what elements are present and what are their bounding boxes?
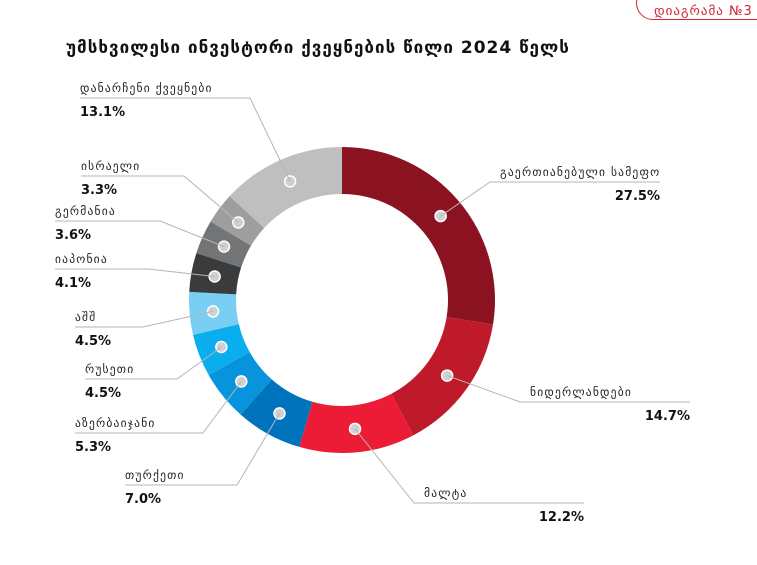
slice-2-value-label: 14.7% [645,409,690,424]
slice-3-name-label: მალტა [424,486,467,500]
slice-7-name-label: აშშ [75,310,96,324]
slice-10-name-label: ისრაელი [81,159,140,173]
slice-5-name-label: აზერბაიჯანი [75,416,156,430]
slice-6-leader-line [85,346,222,380]
slice-11-leader-line [80,97,291,182]
slice-3-value-label: 12.2% [539,510,584,525]
slice-11-arc [229,147,342,229]
slice-7-value-label: 4.5% [75,334,111,349]
slice-1-leader-line [440,181,660,217]
slice-8-name-label: იაპონია [55,252,108,266]
slice-4-name-label: თურქეთი [125,468,185,482]
slice-1-arc [342,147,495,325]
slice-6-name-label: რუსეთი [85,362,134,376]
chart-title: უმსხვილესი ინვესტორი ქვეყნების წილი 2024… [66,38,570,58]
slice-6-value-label: 4.5% [85,386,121,401]
slice-4-leader-line [125,413,280,486]
slice-5-leader-line [75,381,242,434]
slice-11-name-label: დანარჩენი ქვეყნები [80,81,213,95]
slice-8-value-label: 4.1% [55,276,91,291]
slice-10-value-label: 3.3% [81,183,117,198]
slice-2-name-label: ნიდერლანდები [530,385,632,399]
slice-2-leader-line [446,375,690,403]
slice-labels: გაერთიანებული სამეფო 27.5% ნიდერლანდები 14.… [55,81,690,525]
slice-9-leader-line [55,220,225,248]
donut-slices [189,147,495,453]
slice-9-name-label: გერმანია [55,204,116,218]
slice-11-value-label: 13.1% [80,105,125,120]
slice-9-value-label: 3.6% [55,228,91,243]
slice-1-name-label: გაერთიანებული სამეფო [500,165,660,179]
slice-7-leader-line [75,310,214,328]
leader-lines [55,97,690,504]
slice-10-leader-line [81,175,239,223]
slice-8-leader-line [55,268,215,277]
slice-4-value-label: 7.0% [125,492,161,507]
slice-1-value-label: 27.5% [615,189,660,204]
slice-3-leader-line [354,428,584,504]
slice-5-value-label: 5.3% [75,440,111,455]
